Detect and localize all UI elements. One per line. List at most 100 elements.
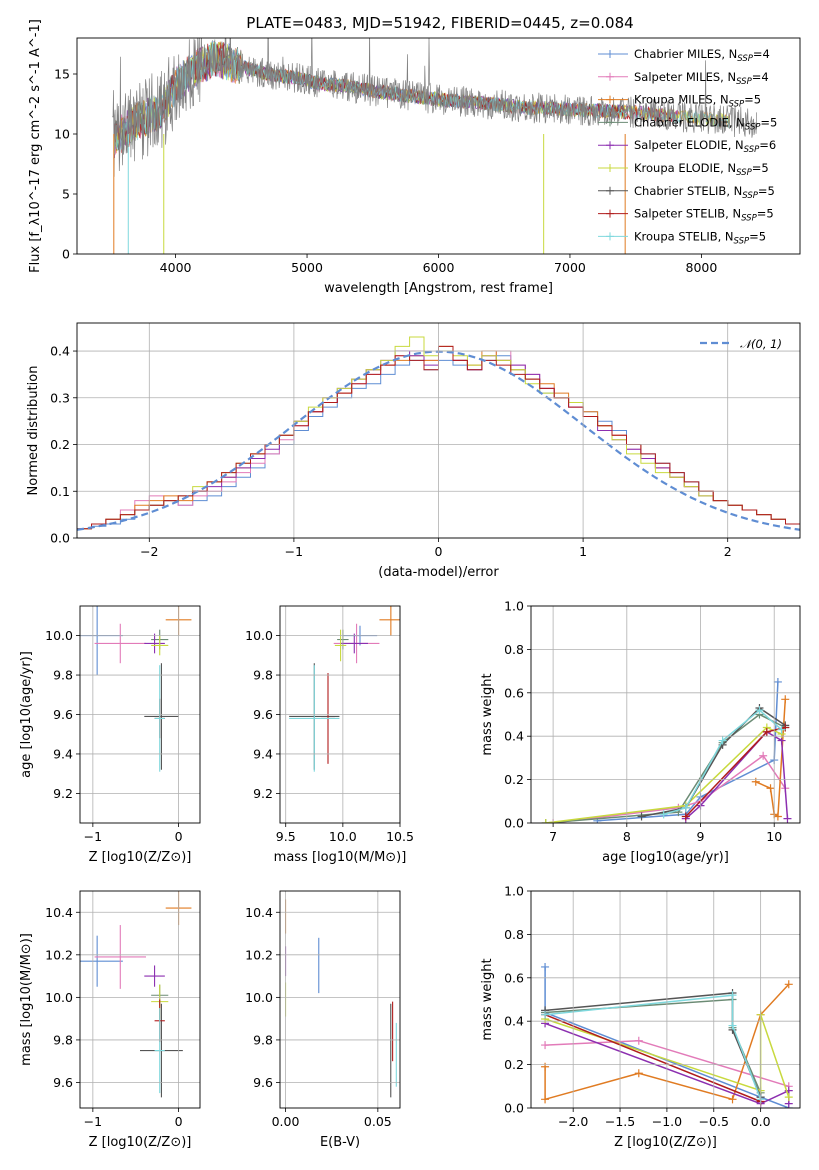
x-tick-label: −0.5 xyxy=(699,1114,729,1129)
y-tick-label: 0.2 xyxy=(504,772,524,787)
y-axis-label: age [log10(age/yr)] xyxy=(19,651,34,778)
mass-weight-marker xyxy=(766,784,775,793)
x-tick-label: −1 xyxy=(84,1114,102,1129)
x-axis-label: age [log10(age/yr)] xyxy=(602,850,729,865)
x-tick-label: 0.00 xyxy=(272,1114,300,1129)
mass-weight-marker xyxy=(777,725,786,734)
y-tick-label: 0.4 xyxy=(504,1014,524,1029)
legend-label: Kroupa ELODIE, NSSP=5 xyxy=(634,161,769,178)
x-tick-label: 1 xyxy=(579,544,587,559)
x-tick-label: 9 xyxy=(697,829,705,844)
legend-label: Salpeter STELIB, NSSP=5 xyxy=(634,207,774,224)
mass-weight-marker xyxy=(541,1010,550,1019)
x-tick-label: 0 xyxy=(175,1114,183,1129)
plot-area xyxy=(284,899,397,1098)
legend-label: Chabrier STELIB, NSSP=5 xyxy=(634,184,775,201)
x-axis-label: Z [log10(Z/Z⊙)] xyxy=(89,850,192,865)
mass-weight-marker xyxy=(781,723,790,732)
x-axis-label: (data-model)/error xyxy=(378,565,499,580)
legend-marker xyxy=(606,186,614,195)
mass-weight-marker xyxy=(728,991,737,1000)
axes-frame xyxy=(76,37,801,255)
mass-weight-marker xyxy=(755,706,764,715)
panel-spectrum: 4000 5000 6000 7000 8000 0 5 10 15 wavelength [An… xyxy=(28,19,801,296)
mass-weight-marker xyxy=(762,727,771,736)
axes-frame xyxy=(530,605,801,824)
x-tick-label: −2.0 xyxy=(558,1114,588,1129)
x-tick-label: 0.0 xyxy=(751,1114,771,1129)
y-tick-label: 0.2 xyxy=(504,1057,524,1072)
x-tick-label: −1 xyxy=(84,829,102,844)
x-axis-label: E(B-V) xyxy=(320,1135,360,1150)
mass-weight-line xyxy=(544,1014,761,1103)
mass-weight-marker xyxy=(718,736,727,745)
y-tick-label: 10.2 xyxy=(245,947,273,962)
legend-marker xyxy=(606,50,614,58)
plot-area xyxy=(289,606,400,772)
mass-weight-marker xyxy=(634,1069,643,1078)
y-axis-label: Normed distribution xyxy=(26,366,41,496)
y-tick-label: 0.8 xyxy=(504,927,524,942)
y-tick-label: 0 xyxy=(62,247,70,262)
x-tick-label: 4000 xyxy=(160,260,192,275)
y-tick-label: 0.0 xyxy=(504,1101,524,1116)
panel-age_vs_Z: −1 0 9.2 9.4 9.6 9.8 10.0 Z [log10(Z/Z⊙)] age [l… xyxy=(19,605,201,865)
legend-marker xyxy=(606,141,614,150)
axes-frame xyxy=(279,605,401,824)
plot-area xyxy=(541,677,792,823)
x-tick-label: 10.5 xyxy=(386,829,414,844)
x-tick-label: −1.0 xyxy=(652,1114,682,1129)
y-tick-label: 10.4 xyxy=(245,905,273,920)
panel-age_vs_mass: 9.5 10.0 10.5 9.2 9.4 9.6 9.8 10.0 mass [log10(M… xyxy=(245,605,414,865)
panel-mass_vs_Z: −1 0 9.6 9.8 10.0 10.2 10.4 Z [log10(Z/Z⊙)] mass… xyxy=(19,890,201,1150)
y-tick-label: 0.6 xyxy=(504,685,524,700)
x-tick-label: 6000 xyxy=(423,260,455,275)
observed-spectrum-line xyxy=(112,38,757,177)
x-tick-label: 2 xyxy=(724,544,732,559)
figure-title: PLATE=0483, MJD=51942, FIBERID=0445, z=0… xyxy=(246,14,633,32)
legend-label: Salpeter MILES, NSSP=4 xyxy=(634,70,769,87)
plot-area xyxy=(112,38,757,254)
mass-weight-line xyxy=(545,994,762,1100)
mass-weight-marker xyxy=(751,777,760,786)
mass-weight-marker xyxy=(637,812,646,821)
y-axis-label: Flux [f_λ10^-17 erg cm^-2 s^-1 A^-1] xyxy=(28,19,43,273)
legend-marker xyxy=(606,95,614,104)
x-tick-label: 0 xyxy=(435,544,443,559)
y-tick-label: 5 xyxy=(62,187,70,202)
y-tick-label: 0.8 xyxy=(504,642,524,657)
mass-weight-marker xyxy=(541,1041,550,1050)
mass-weight-line xyxy=(545,726,782,823)
x-axis-label: Z [log10(Z/Z⊙)] xyxy=(614,1135,717,1150)
axes-frame xyxy=(279,890,401,1109)
panel-residuals: −2 −1 0 1 2 0.0 0.1 0.2 0.3 0.4 (data-model)/error… xyxy=(26,322,801,580)
panel-weight_vs_Z: −2.0 −1.5 −1.0 −0.5 0.0 0.0 0.2 0.4 0.6 0.8 1.0 Z [… xyxy=(480,884,801,1150)
x-tick-label: 8000 xyxy=(686,260,718,275)
legend-marker xyxy=(606,164,614,172)
mass-weight-marker xyxy=(728,1021,737,1030)
y-tick-label: 10.4 xyxy=(45,905,73,920)
y-tick-label: 10.2 xyxy=(45,947,73,962)
mass-weight-marker xyxy=(784,980,793,989)
x-tick-label: −1 xyxy=(285,544,303,559)
legend-label: 𝒩(0, 1) xyxy=(740,337,782,351)
y-tick-label: 9.6 xyxy=(53,1075,73,1090)
x-tick-label: −2 xyxy=(140,544,158,559)
y-tick-label: 0.2 xyxy=(50,437,70,452)
y-tick-label: 9.6 xyxy=(253,707,273,722)
mass-weight-line xyxy=(545,713,786,823)
axes-frame xyxy=(79,605,201,824)
x-tick-label: 8 xyxy=(623,829,631,844)
y-tick-label: 9.2 xyxy=(53,786,73,801)
legend-label: Chabrier ELODIE, NSSP=5 xyxy=(634,115,777,132)
x-tick-label: 0.05 xyxy=(364,1114,392,1129)
x-tick-label: 10.0 xyxy=(329,829,357,844)
x-tick-label: 10 xyxy=(766,829,782,844)
x-tick-label: 0 xyxy=(175,829,183,844)
spectrum-legend: Chabrier MILES, NSSP=4 Salpeter MILES, NS… xyxy=(598,47,777,246)
axes-frame xyxy=(76,322,801,539)
mass-weight-marker xyxy=(773,677,782,686)
y-tick-label: 10.0 xyxy=(245,990,273,1005)
x-tick-label: 7000 xyxy=(554,260,586,275)
